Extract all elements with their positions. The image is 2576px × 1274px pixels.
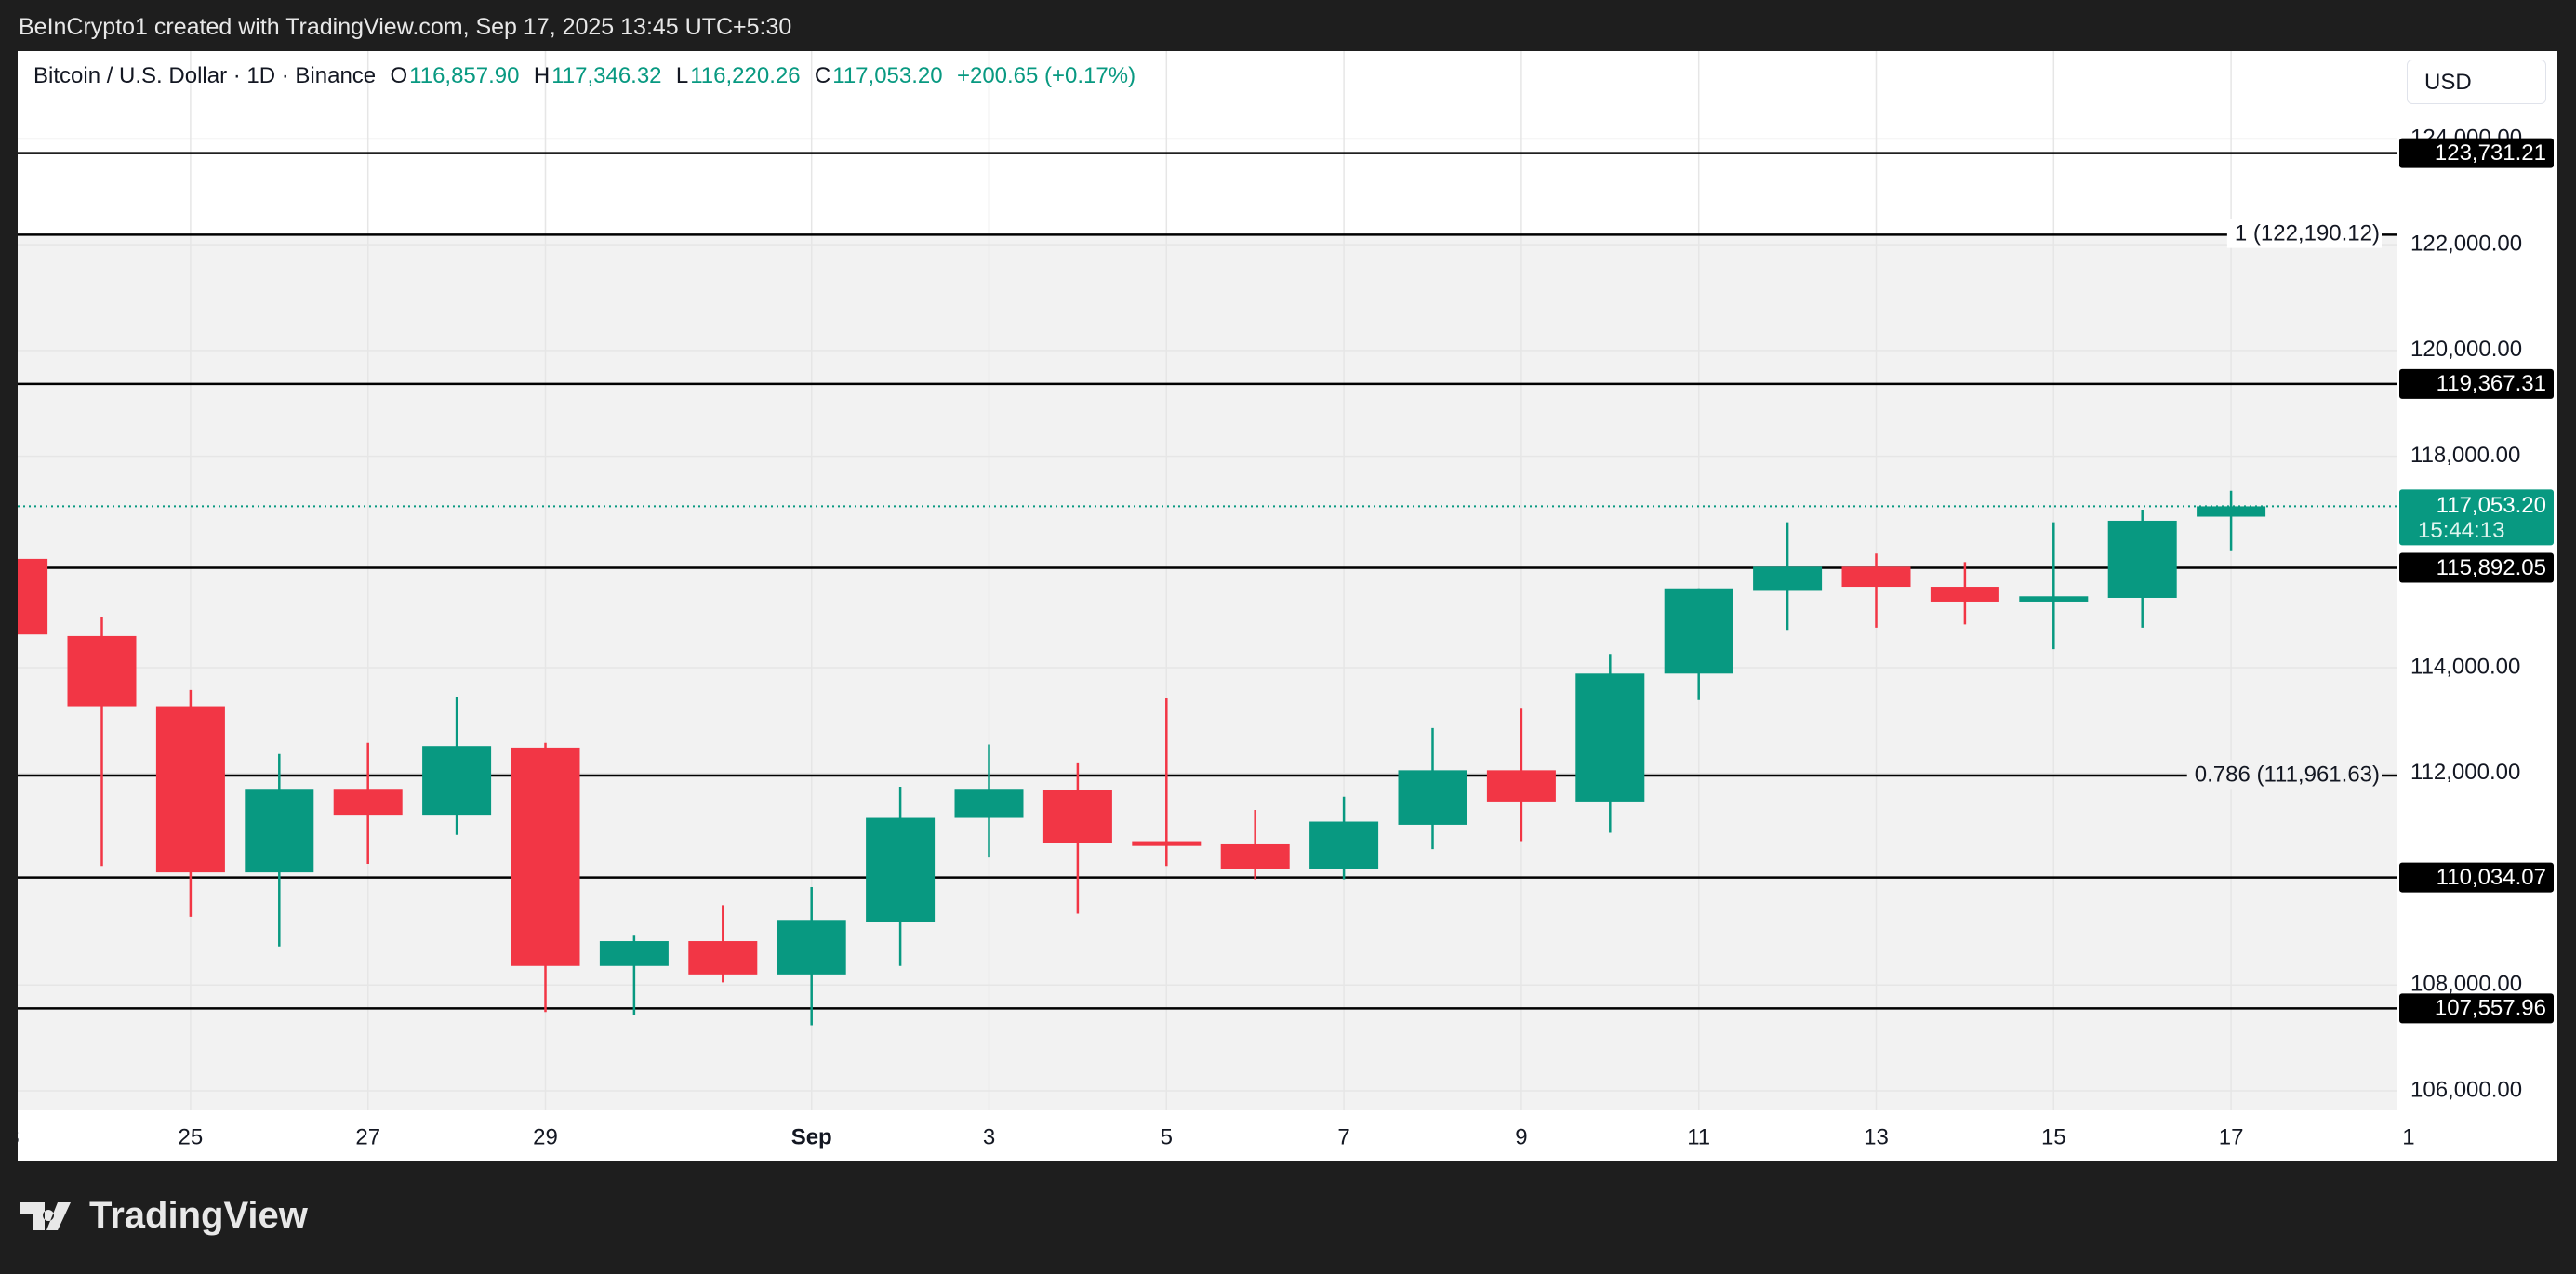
body [2019, 596, 2089, 602]
body [1575, 673, 1645, 802]
y-tick-label: 112,000.00 [2410, 760, 2520, 785]
body [1486, 770, 1556, 802]
body [1220, 843, 1290, 869]
level-label: 110,034.07 [2437, 865, 2546, 890]
body [155, 706, 225, 873]
x-tick-label: 29 [533, 1124, 558, 1149]
x-tick-label: 27 [355, 1124, 380, 1149]
body [954, 789, 1024, 818]
level-label: 107,557.96 [2435, 996, 2546, 1021]
body [2107, 520, 2177, 598]
brand: TradingView [20, 1195, 308, 1237]
brand-name: TradingView [89, 1195, 308, 1236]
level-box [2399, 138, 2554, 168]
body [1398, 770, 1467, 825]
last-price-label: 117,053.20 [2437, 493, 2546, 518]
level-label: 119,367.31 [2437, 371, 2546, 396]
close-value: 117,053.20 [832, 63, 943, 88]
body [245, 789, 314, 873]
y-tick-label: 120,000.00 [2410, 337, 2522, 362]
y-tick-label: 106,000.00 [2410, 1077, 2522, 1102]
body [1664, 588, 1733, 674]
fib-label-bg [2186, 760, 2382, 790]
y-tick-label: 122,000.00 [2410, 231, 2522, 256]
level-box [2399, 552, 2554, 583]
body [1841, 566, 1911, 588]
o-label: O [390, 63, 408, 88]
body [1309, 821, 1379, 869]
last-price-box [2399, 489, 2554, 546]
fib-zone [18, 234, 2397, 1110]
x-tick-label: 13 [1864, 1124, 1889, 1149]
x-tick-label: 3 [7, 1124, 19, 1149]
y-tick-label: 114,000.00 [2410, 654, 2520, 679]
body [511, 747, 580, 966]
body [1042, 790, 1112, 843]
attribution: BeInCrypto1 created with TradingView.com… [19, 14, 792, 40]
level-label: 123,731.21 [2435, 140, 2546, 166]
h-label: H [533, 63, 551, 88]
body [1930, 587, 1999, 602]
l-label: L [675, 63, 689, 88]
change: +200.65 (+0.17%) [956, 63, 1136, 88]
level-box [2399, 993, 2554, 1024]
low-value: 116,220.26 [690, 63, 801, 88]
body [2197, 506, 2266, 517]
body [599, 941, 669, 966]
x-tick-label: 5 [1161, 1124, 1173, 1149]
x-tick-label: 17 [2219, 1124, 2244, 1149]
y-tick-label: 108,000.00 [2410, 972, 2522, 997]
c-label: C [814, 63, 831, 88]
x-tick-label: 9 [1515, 1124, 1527, 1149]
open-value: 116,857.90 [409, 63, 520, 88]
x-tick-label: 3 [983, 1124, 995, 1149]
x-tick-label: 25 [179, 1124, 204, 1149]
countdown: 15:44:13 [2418, 518, 2504, 543]
level-label: 115,892.05 [2437, 555, 2546, 580]
fib-label: 1 (122,190.12) [2235, 221, 2380, 246]
body [1753, 566, 1823, 591]
body [866, 817, 936, 922]
x-tick-label: 1 [2402, 1124, 2414, 1149]
fib-label: 0.786 (111,961.63) [2195, 762, 2380, 787]
x-tick-label: 15 [2041, 1124, 2066, 1149]
body [688, 941, 758, 975]
legend: Bitcoin / U.S. Dollar · 1D · Binance O11… [33, 63, 1137, 89]
x-tick-label: 7 [1337, 1124, 1349, 1149]
y-tick-label: 118,000.00 [2410, 443, 2520, 468]
high-value: 117,346.32 [551, 63, 662, 88]
fib-label-bg [2226, 219, 2382, 248]
x-tick-label: Sep [791, 1124, 832, 1149]
body [333, 789, 403, 816]
body [67, 635, 137, 707]
symbol: Bitcoin / U.S. Dollar · 1D · Binance [33, 63, 377, 88]
x-tick-label: 11 [1687, 1124, 1710, 1149]
level-box [2399, 368, 2554, 399]
currency-button[interactable]: USD [2407, 60, 2546, 104]
body [422, 746, 492, 816]
brand-logo [20, 1201, 71, 1230]
body [1132, 841, 1202, 846]
level-box [2399, 862, 2554, 893]
body [18, 558, 48, 635]
body [777, 920, 846, 975]
